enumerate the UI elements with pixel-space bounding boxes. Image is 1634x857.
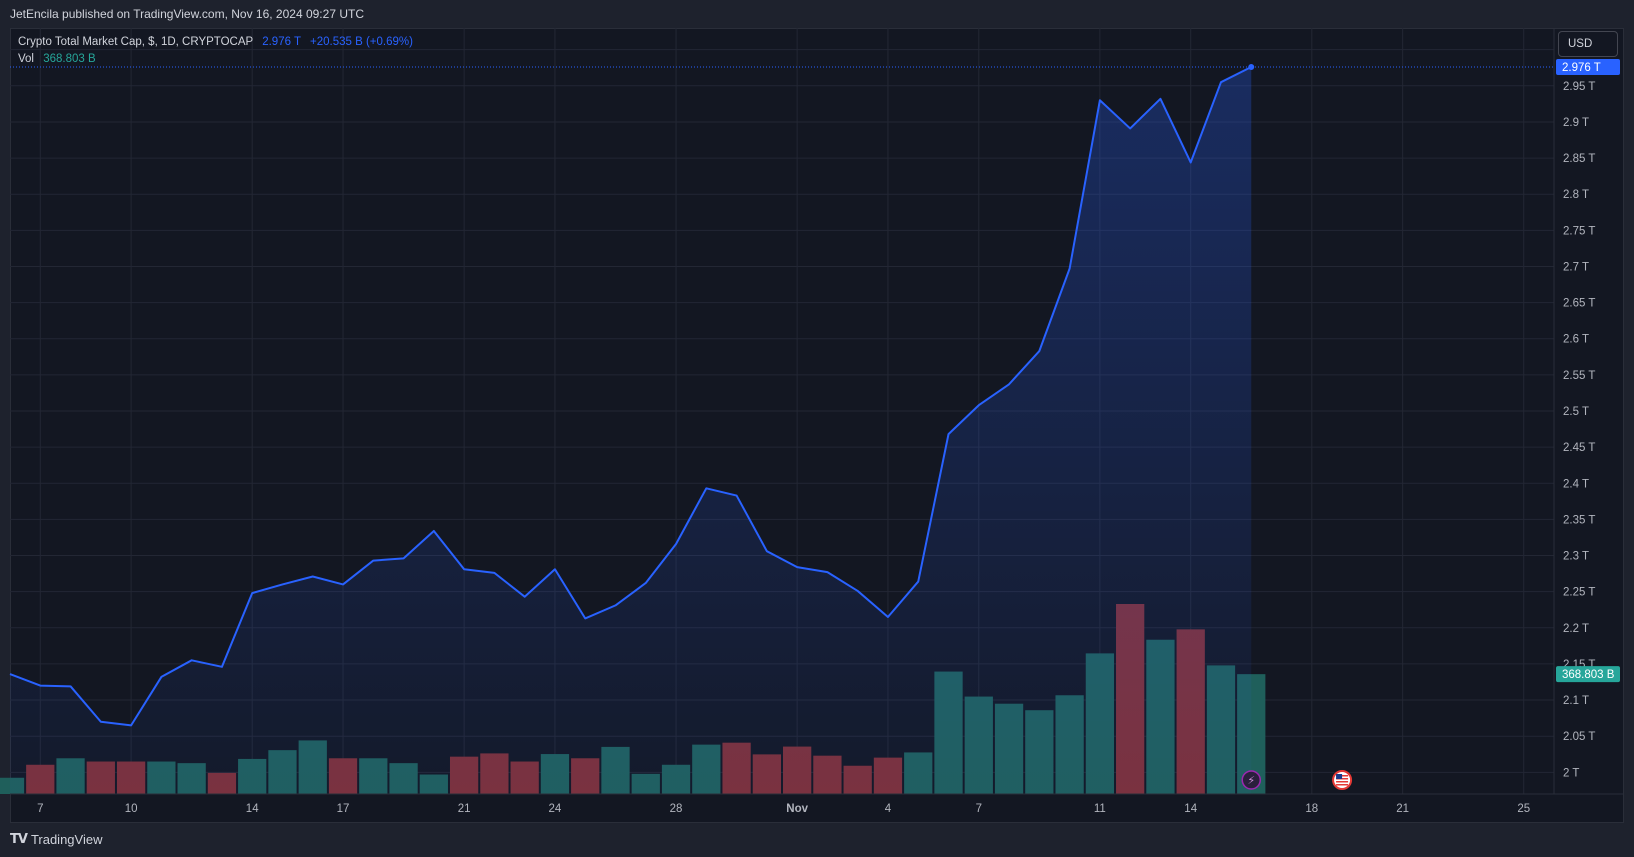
price-tick-label: 2.6 T — [1563, 334, 1589, 346]
time-tick-label: 24 — [549, 803, 562, 815]
price-tick-label: 2.95 T — [1563, 81, 1595, 93]
price-tick-label: 2.7 T — [1563, 261, 1589, 273]
chart-legend: Crypto Total Market Cap, $, 1D, CRYPTOCA… — [18, 34, 413, 68]
price-tick-label: 2.2 T — [1563, 623, 1589, 635]
price-tick-label: 2.85 T — [1563, 153, 1595, 165]
time-tick-label: 14 — [1184, 803, 1197, 815]
last-price-tag: 2.976 T — [1562, 62, 1601, 74]
price-tick-label: 2.45 T — [1563, 442, 1595, 454]
flag-canton — [1336, 774, 1343, 779]
volume-label: Vol — [18, 53, 34, 65]
legend-change: +20.535 B (+0.69%) — [310, 36, 413, 48]
price-tick-label: 2.4 T — [1563, 478, 1589, 490]
event-markers[interactable]: ⚡ — [1241, 770, 1353, 790]
price-area-fill — [10, 67, 1252, 794]
price-tick-label: 2.35 T — [1563, 514, 1595, 526]
time-tick-label: 14 — [246, 803, 259, 815]
publisher-header: JetEncila published on TradingView.com, … — [0, 0, 1634, 28]
last-volume-tag-bg — [1556, 666, 1620, 683]
time-tick-label: 21 — [1396, 803, 1409, 815]
time-tick-label: 7 — [37, 803, 43, 815]
time-tick-label: 7 — [976, 803, 982, 815]
time-axis[interactable]: 7 10 14 17 21 24 28 Nov 4 7 11 14 18 21 25 — [10, 793, 1624, 815]
price-tick-label: 2.25 T — [1563, 587, 1595, 599]
legend-last-value: 2.976 T — [262, 36, 301, 48]
time-tick-label: 17 — [337, 803, 350, 815]
symbol-name[interactable]: Crypto Total Market Cap, $, 1D, CRYPTOCA… — [18, 36, 253, 48]
price-area — [10, 67, 1252, 794]
lightning-glyph: ⚡ — [1247, 774, 1255, 787]
flag-stripe — [1336, 781, 1349, 783]
time-tick-label: 25 — [1517, 803, 1530, 815]
last-price-tag-bg — [1556, 59, 1620, 76]
price-tick-label: 2.65 T — [1563, 298, 1595, 310]
legend-volume-value: 368.803 B — [43, 53, 96, 65]
legend-volume-row[interactable]: Vol 368.803 B — [18, 51, 413, 68]
time-tick-label: 11 — [1094, 803, 1106, 815]
price-tick-label: 2.55 T — [1563, 370, 1595, 382]
time-tick-label: 4 — [885, 803, 892, 815]
last-price-dot — [1248, 64, 1255, 71]
last-volume-tag: 368.803 B — [1562, 669, 1615, 681]
time-tick-label: 10 — [125, 803, 138, 815]
price-tick-label: 2.75 T — [1563, 225, 1595, 237]
price-tick-label: 2 T — [1563, 767, 1579, 779]
time-tick-label: 18 — [1305, 803, 1318, 815]
price-axis[interactable]: 2 T2.05 T2.1 T2.15 T2.2 T2.25 T2.3 T2.35… — [1553, 28, 1595, 794]
legend-symbol-row[interactable]: Crypto Total Market Cap, $, 1D, CRYPTOCA… — [18, 34, 413, 51]
footer-branding[interactable]: TV TradingView — [10, 828, 102, 852]
price-line — [9, 64, 1554, 727]
time-tick-label: 28 — [670, 803, 683, 815]
price-tick-label: 2.05 T — [1563, 731, 1595, 743]
price-tick-label: 2.8 T — [1563, 189, 1589, 201]
footer-brand-name: TradingView — [30, 832, 103, 847]
time-tick-label: 21 — [458, 803, 471, 815]
flag-stripe — [1336, 784, 1349, 786]
price-tick-label: 2.5 T — [1563, 406, 1589, 418]
currency-button[interactable]: USD — [1558, 31, 1618, 57]
price-tags: 2.976 T 368.803 B — [1556, 59, 1620, 683]
us-flag-event-icon — [1332, 770, 1353, 790]
price-tick-label: 2.1 T — [1563, 695, 1589, 707]
price-tick-label: 2.9 T — [1563, 117, 1589, 129]
price-tick-label: 2.3 T — [1563, 551, 1589, 563]
time-tick-label: Nov — [786, 803, 808, 815]
tradingview-logo-icon: TV — [10, 832, 28, 847]
price-line-path — [9, 66, 1252, 727]
lightning-event-icon — [1241, 770, 1262, 790]
